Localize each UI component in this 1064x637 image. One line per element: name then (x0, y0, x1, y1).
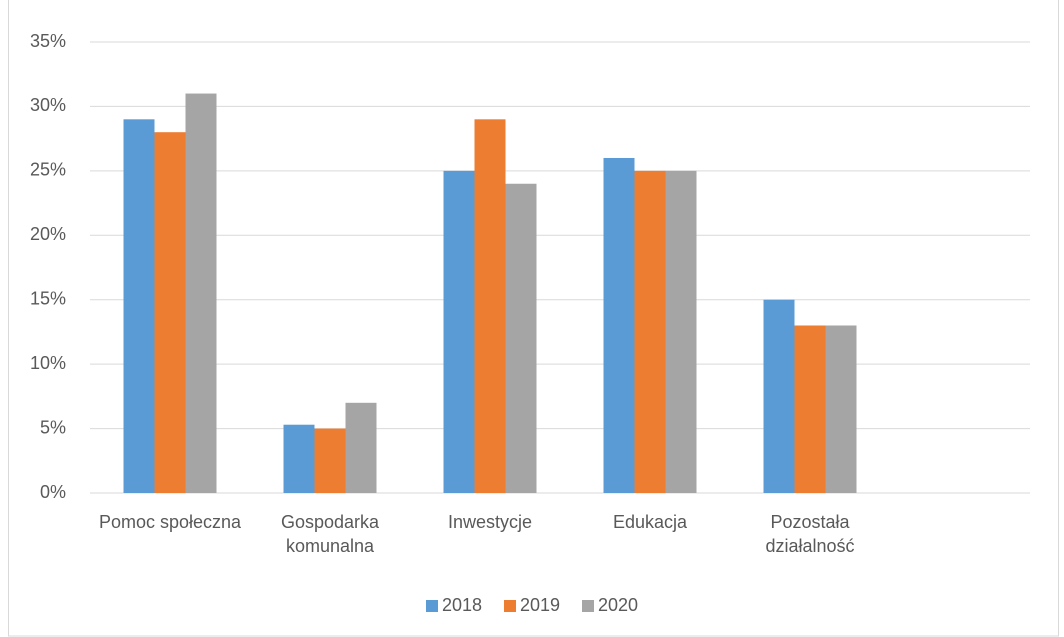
bar (505, 183, 537, 493)
y-tick-label: 20% (30, 224, 66, 244)
y-tick-label: 0% (40, 482, 66, 502)
x-tick-label: Inwestycje (447, 512, 533, 532)
legend-swatch (426, 600, 438, 612)
y-tick-label: 10% (30, 353, 66, 373)
legend-swatch (582, 600, 594, 612)
bar (794, 325, 826, 493)
x-tick-label: Pomoc społeczna (98, 512, 242, 532)
bar (665, 170, 697, 493)
legend-swatch (504, 600, 516, 612)
bar (474, 119, 506, 494)
legend-label: 2019 (520, 595, 560, 615)
y-tick-label: 15% (30, 288, 66, 308)
bar (634, 170, 666, 493)
bar (443, 170, 475, 493)
bar (123, 119, 155, 494)
y-tick-label: 25% (30, 160, 66, 180)
y-tick-label: 35% (30, 31, 66, 51)
x-tick-label: Gospodarka komunalna (280, 512, 380, 556)
bar (345, 402, 377, 493)
bar (603, 157, 635, 493)
bar (154, 132, 186, 493)
legend-label: 2020 (598, 595, 638, 615)
chart-frame (8, 0, 1059, 637)
y-tick-label: 30% (30, 95, 66, 115)
bar (283, 424, 315, 493)
legend-label: 2018 (442, 595, 482, 615)
bar (763, 299, 795, 493)
bar (825, 325, 857, 493)
y-tick-label: 5% (40, 417, 66, 437)
x-tick-label: Edukacja (612, 512, 688, 532)
bar (314, 428, 346, 493)
x-tick-label: Pozostała działalność (765, 512, 855, 556)
bar (185, 93, 217, 494)
